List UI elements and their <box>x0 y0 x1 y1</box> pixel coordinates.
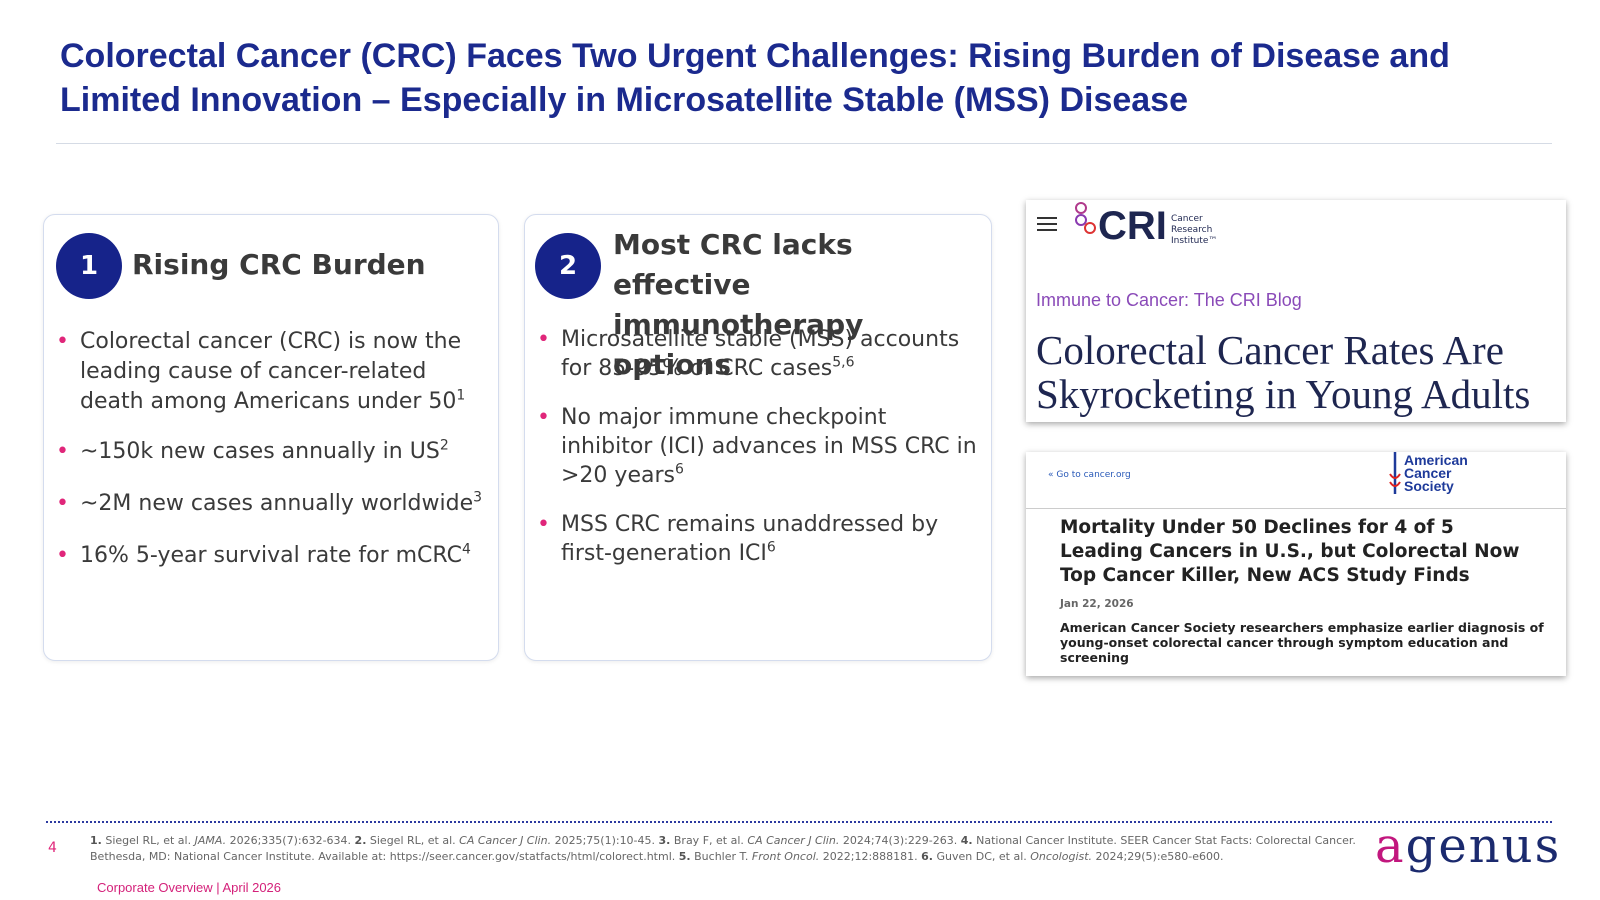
blog-name: Immune to Cancer: The CRI Blog <box>1036 290 1302 310</box>
ref-details: 2026;335(7):632-634. <box>229 834 352 847</box>
card: 1 Rising CRC Burden Colorectal cancer (C… <box>43 214 499 661</box>
page-number: 4 <box>48 840 57 856</box>
acs-logo-line: Society <box>1404 478 1454 494</box>
ref-authors: Buchler T. <box>694 850 749 863</box>
bullet-text: ~150k new cases annually in US <box>80 439 440 464</box>
footnote-ref: 6 <box>766 539 776 556</box>
ref-details: 2024;74(3):229-263. <box>842 834 958 847</box>
bullet: Colorectal cancer (CRC) is now the leadi… <box>56 327 486 417</box>
cri-headline: Colorectal Cancer Rates Are Skyrocketing… <box>1036 327 1531 417</box>
ref-number: 5. <box>678 850 691 863</box>
ref-number: 3. <box>658 834 671 847</box>
bullet-text: 16% 5-year survival rate for mCRC <box>80 543 462 568</box>
acs-logo: American Cancer Society <box>1404 452 1468 494</box>
footnote-ref: 4 <box>461 541 471 558</box>
acs-screenshot: « Go to cancer.org American Cancer Socie… <box>1026 452 1566 676</box>
ref-number: 1. <box>90 834 102 847</box>
event-label: Corporate Overview | April 2026 <box>97 880 282 895</box>
ref-authors: Bray F, et al. <box>673 834 744 847</box>
bullet: No major immune checkpoint inhibitor (IC… <box>537 403 977 490</box>
bullet-list: Colorectal cancer (CRC) is now the leadi… <box>56 327 486 571</box>
ref-authors: National Cancer Institute. SEER Cancer S… <box>90 834 1356 863</box>
bullet-text: Colorectal cancer (CRC) is now the leadi… <box>80 329 462 414</box>
acs-summary: American Cancer Society researchers emph… <box>1060 620 1544 665</box>
bullet: MSS CRC remains unaddressed by first-gen… <box>537 510 977 568</box>
footnote-ref: 1 <box>456 387 466 404</box>
acs-divider <box>1026 508 1566 509</box>
bullet-text: No major immune checkpoint inhibitor (IC… <box>561 405 977 488</box>
cri-logo-line: Research <box>1171 225 1213 235</box>
footnote-ref: 6 <box>674 461 684 478</box>
footer-divider <box>46 821 1552 823</box>
slide-title: Colorectal Cancer (CRC) Faces Two Urgent… <box>60 37 1450 119</box>
ref-journal: CA Cancer J Clin. <box>747 834 840 847</box>
menu-icon[interactable] <box>1036 216 1058 232</box>
footnote-ref: 2 <box>439 437 449 454</box>
card-title: Rising CRC Burden <box>132 248 426 281</box>
footnote-ref: 3 <box>473 489 483 506</box>
ref-journal: JAMA. <box>194 834 227 847</box>
ref-authors: Siegel RL, et al. <box>369 834 456 847</box>
bullet: ~2M new cases annually worldwide3 <box>56 489 486 519</box>
ref-details: 2022;12:888181. <box>822 850 918 863</box>
bullet-text: MSS CRC remains unaddressed by first-gen… <box>561 512 939 566</box>
cri-logo-line: Institute™ <box>1171 236 1218 246</box>
ref-number: 4. <box>960 834 973 847</box>
cri-logo-text: Cancer Research Institute™ <box>1171 214 1217 247</box>
bullet-text: ~2M new cases annually worldwide <box>80 491 474 516</box>
ref-details: 2025;75(1):10-45. <box>554 834 656 847</box>
bullet-text: Microsatellite stable (MSS) accounts for… <box>561 327 960 381</box>
cri-logo-line: Cancer <box>1171 214 1203 224</box>
ref-number: 6. <box>921 850 933 863</box>
cri-logo-mark <box>1075 202 1096 234</box>
ref-number: 2. <box>354 834 367 847</box>
cancer-org-link[interactable]: « Go to cancer.org <box>1048 470 1131 480</box>
bullet-list: Microsatellite stable (MSS) accounts for… <box>537 325 977 568</box>
ref-authors: Siegel RL, et al. <box>105 834 192 847</box>
cri-logo: CRI <box>1098 204 1167 248</box>
bullet: ~150k new cases annually in US2 <box>56 437 486 467</box>
company-logo: agenus <box>1375 818 1562 874</box>
bullet: 16% 5-year survival rate for mCRC4 <box>56 541 486 571</box>
ref-details: 2024;29(5):e580-e600. <box>1095 850 1224 863</box>
footnote-ref: 5,6 <box>832 354 855 371</box>
acs-logo-line: American <box>1404 452 1468 468</box>
acs-logo-line: Cancer <box>1404 465 1452 481</box>
acs-headline: Mortality Under 50 Declines for 4 of 5 L… <box>1060 517 1520 586</box>
acs-date: Jan 22, 2026 <box>1060 598 1134 610</box>
card-number: 1 <box>56 233 122 299</box>
cri-screenshot: CRI Cancer Research Institute™ Immune to… <box>1026 200 1566 422</box>
card: 2 Most CRC lacks effective immunotherapy… <box>524 214 992 661</box>
bullet: Microsatellite stable (MSS) accounts for… <box>537 325 977 383</box>
ref-journal: CA Cancer J Clin. <box>459 834 552 847</box>
acs-logo-mark <box>1389 452 1401 494</box>
ref-journal: Front Oncol. <box>751 850 820 863</box>
references: 1. Siegel RL, et al. JAMA. 2026;335(7):6… <box>90 833 1360 865</box>
divider <box>56 143 1552 144</box>
card-number: 2 <box>535 233 601 299</box>
ref-journal: Oncologist. <box>1030 850 1093 863</box>
ref-authors: Guven DC, et al. <box>936 850 1027 863</box>
